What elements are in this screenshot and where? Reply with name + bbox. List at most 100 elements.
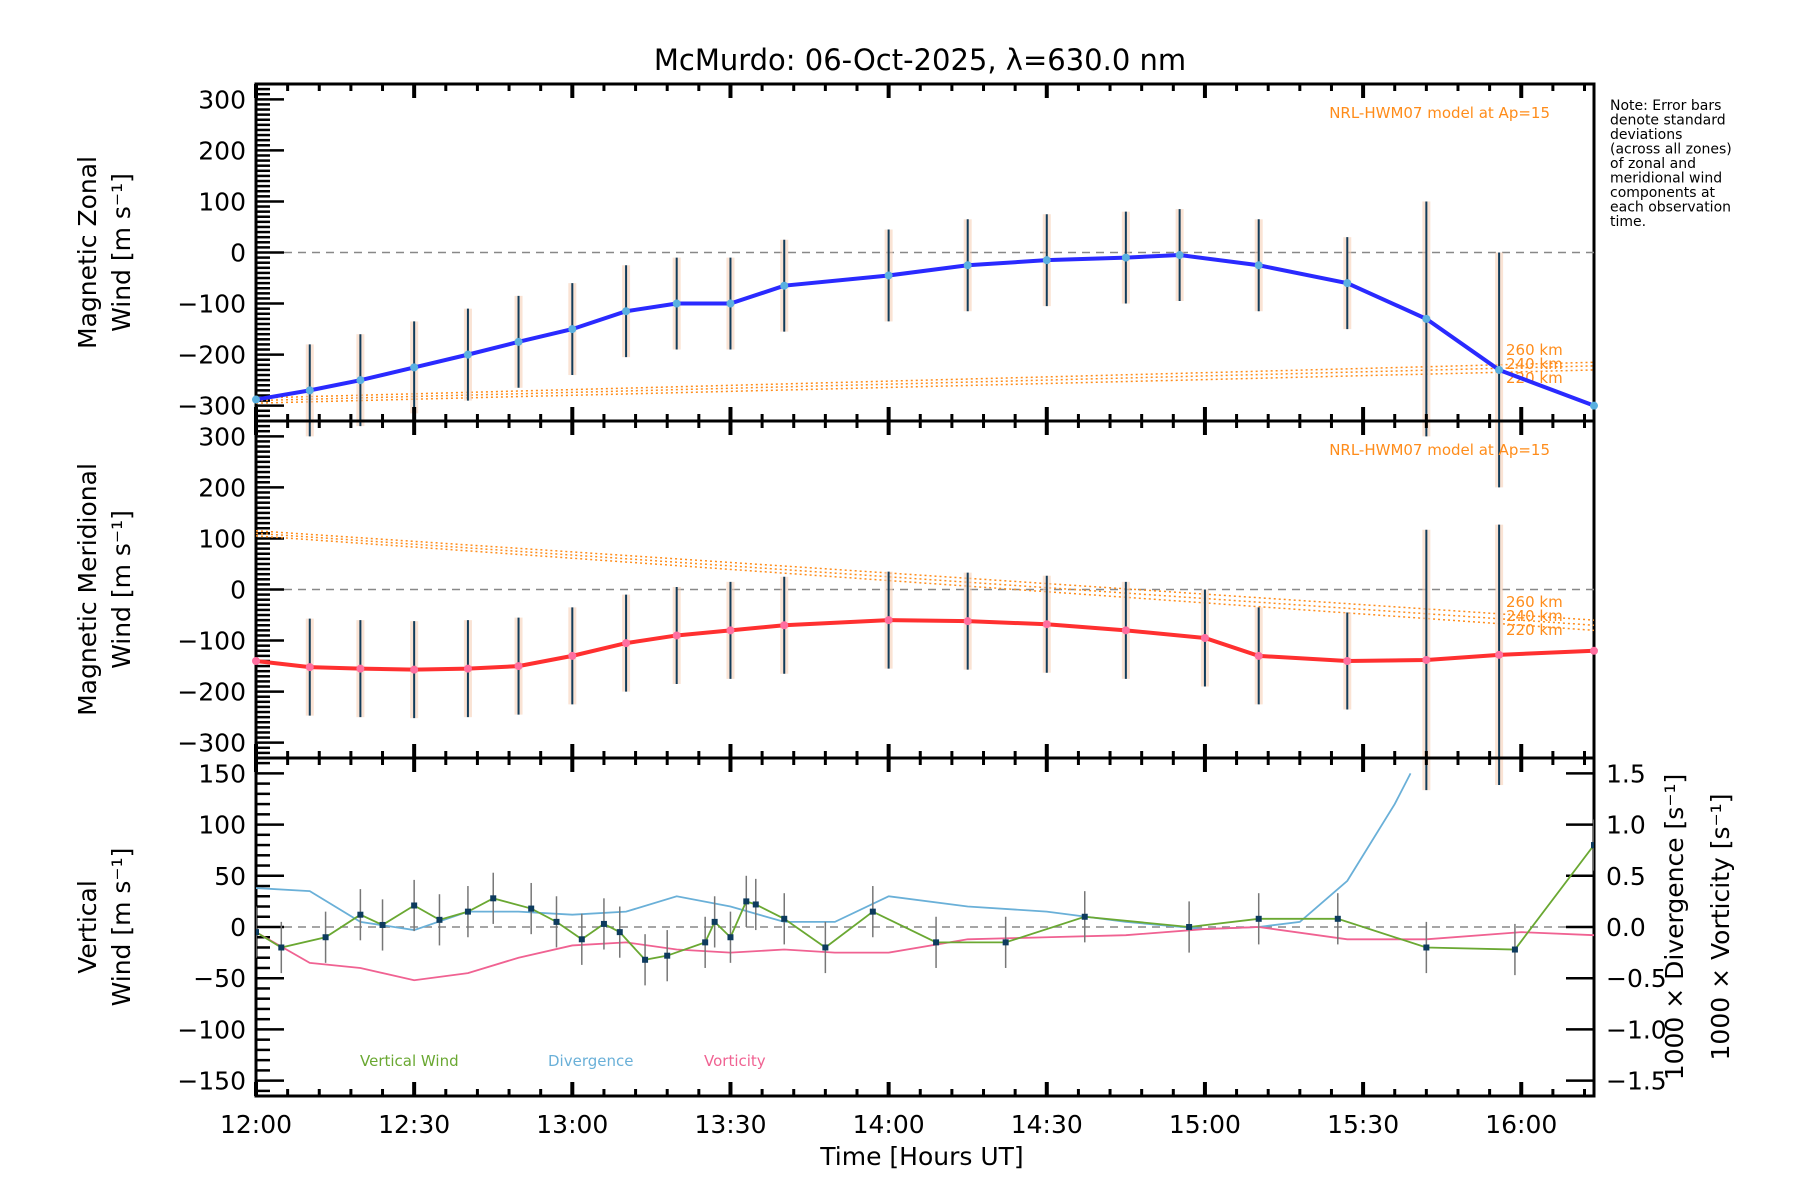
y-axis-label-units: Wind [m s⁻¹] <box>107 510 136 669</box>
x-axis-label: Time [Hours UT] <box>819 1142 1023 1171</box>
meridional-point <box>1495 650 1504 659</box>
vertical-wind-point <box>1255 915 1262 922</box>
meridional-point <box>568 651 577 660</box>
vertical-wind-point <box>1002 939 1009 946</box>
vorticity-line <box>256 926 1594 982</box>
x-tick-label: 12:30 <box>378 1110 450 1139</box>
note-line: (across all zones) <box>1610 142 1732 158</box>
vertical-wind-point <box>781 915 788 922</box>
model-line-240km <box>255 365 1595 402</box>
model-label: NRL-HWM07 model at Ap=15 <box>1329 441 1550 459</box>
y-axis-label-units: Wind [m s⁻¹] <box>107 848 136 1007</box>
y-tick-label: 300 <box>198 422 246 451</box>
note-line: each observation <box>1610 200 1731 216</box>
y2-tick-label: −1.5 <box>1606 1067 1667 1096</box>
x-tick-label: 13:00 <box>536 1110 608 1139</box>
model-altitude-label: 240 km <box>1506 355 1563 373</box>
meridional-point <box>1254 651 1263 660</box>
note-line: components at <box>1610 185 1716 201</box>
vertical-wind-point <box>322 934 329 941</box>
y-tick-label: 200 <box>198 136 246 165</box>
zonal-point <box>568 325 577 334</box>
x-tick-label: 13:30 <box>694 1110 766 1139</box>
y-axis-label: Magnetic Meridional <box>73 463 102 716</box>
model-altitude-label: 260 km <box>1506 341 1563 359</box>
model-altitude-label: 220 km <box>1506 369 1563 387</box>
vertical-wind-point <box>436 916 443 923</box>
meridional-point <box>463 664 472 673</box>
y-tick-label: −300 <box>177 729 246 758</box>
zonal-point <box>1422 314 1431 323</box>
y-tick-label: 100 <box>198 524 246 553</box>
vertical-wind-point <box>528 905 535 912</box>
y-tick-label: −50 <box>193 964 246 993</box>
panel-meridional: 300 200 100 0 −100 −200 −300 Magnetic Meridiona… <box>73 419 1598 791</box>
model-line-220km <box>255 369 1595 404</box>
vertical-wind-point <box>600 920 607 927</box>
vertical-wind-point <box>553 918 560 925</box>
legend-item: Vorticity <box>704 1052 766 1070</box>
zonal-point <box>410 363 419 372</box>
y-tick-label: −200 <box>177 678 246 707</box>
zonal-point <box>1254 261 1263 270</box>
meridional-point <box>780 621 789 630</box>
vertical-wind-point <box>1334 915 1341 922</box>
vertical-wind-point <box>256 929 259 936</box>
model-line-260km <box>255 530 1595 621</box>
note-line: Note: Error bars <box>1610 98 1721 114</box>
legend-item: Vertical Wind <box>360 1052 459 1070</box>
meridional-point <box>622 639 631 648</box>
plot-area <box>256 772 1594 986</box>
x-tick-label: 12:00 <box>220 1110 292 1139</box>
y-tick-label: 300 <box>198 85 246 114</box>
model-line-240km <box>255 532 1595 626</box>
model-label: NRL-HWM07 model at Ap=15 <box>1329 104 1550 122</box>
y-tick-label: 50 <box>214 862 246 891</box>
model-line-220km <box>255 535 1595 632</box>
y-tick-label: −150 <box>177 1067 246 1096</box>
note-line: meridional wind <box>1610 171 1722 187</box>
y2-vorticity-label: 1000 × Vorticity [s⁻¹] <box>1706 794 1735 1061</box>
zonal-point <box>726 299 735 308</box>
vertical-wind-point <box>702 939 709 946</box>
zonal-point <box>1590 401 1598 410</box>
y-tick-label: 200 <box>198 473 246 502</box>
zonal-point <box>252 395 260 404</box>
meridional-point <box>1042 620 1051 629</box>
zonal-point <box>672 299 681 308</box>
meridional-point <box>356 664 365 673</box>
zonal-point <box>1121 253 1130 262</box>
zonal-point <box>780 281 789 290</box>
vertical-wind-point <box>464 908 471 915</box>
y-tick-label: 150 <box>198 759 246 788</box>
model-altitude-label: 260 km <box>1506 593 1563 611</box>
vertical-wind-point <box>664 952 671 959</box>
vertical-wind-point <box>1591 842 1594 849</box>
zonal-point <box>514 337 523 346</box>
panels: 300 200 100 0 −100 −200 −300 Magnetic Zonal Wind… <box>73 82 1735 1098</box>
vertical-wind-point <box>743 898 750 905</box>
y-axis-label: Magnetic Zonal <box>73 156 102 349</box>
zonal-point <box>1495 365 1504 374</box>
note-line: time. <box>1610 214 1646 230</box>
meridional-wind-line <box>255 618 1595 672</box>
vertical-wind-point <box>278 944 285 951</box>
zonal-point <box>622 307 631 316</box>
x-tick-label: 14:30 <box>1011 1110 1083 1139</box>
y-tick-label: 0 <box>230 239 246 268</box>
meridional-point <box>1200 634 1209 643</box>
y-tick-label: −100 <box>177 290 246 319</box>
note-line: denote standard <box>1610 113 1726 129</box>
meridional-point <box>514 662 523 671</box>
zonal-point <box>1042 256 1051 265</box>
panel-zonal: 300 200 100 0 −100 −200 −300 Magnetic Zonal Wind… <box>73 82 1598 488</box>
meridional-point <box>963 617 972 626</box>
y-tick-label: −200 <box>177 341 246 370</box>
y2-tick-label: 1.5 <box>1606 759 1646 788</box>
zonal-wind-line <box>255 253 1595 408</box>
y-tick-label: 0 <box>230 576 246 605</box>
vertical-wind-point <box>711 918 718 925</box>
vertical-wind-line <box>256 844 1594 961</box>
zonal-point <box>884 271 893 280</box>
